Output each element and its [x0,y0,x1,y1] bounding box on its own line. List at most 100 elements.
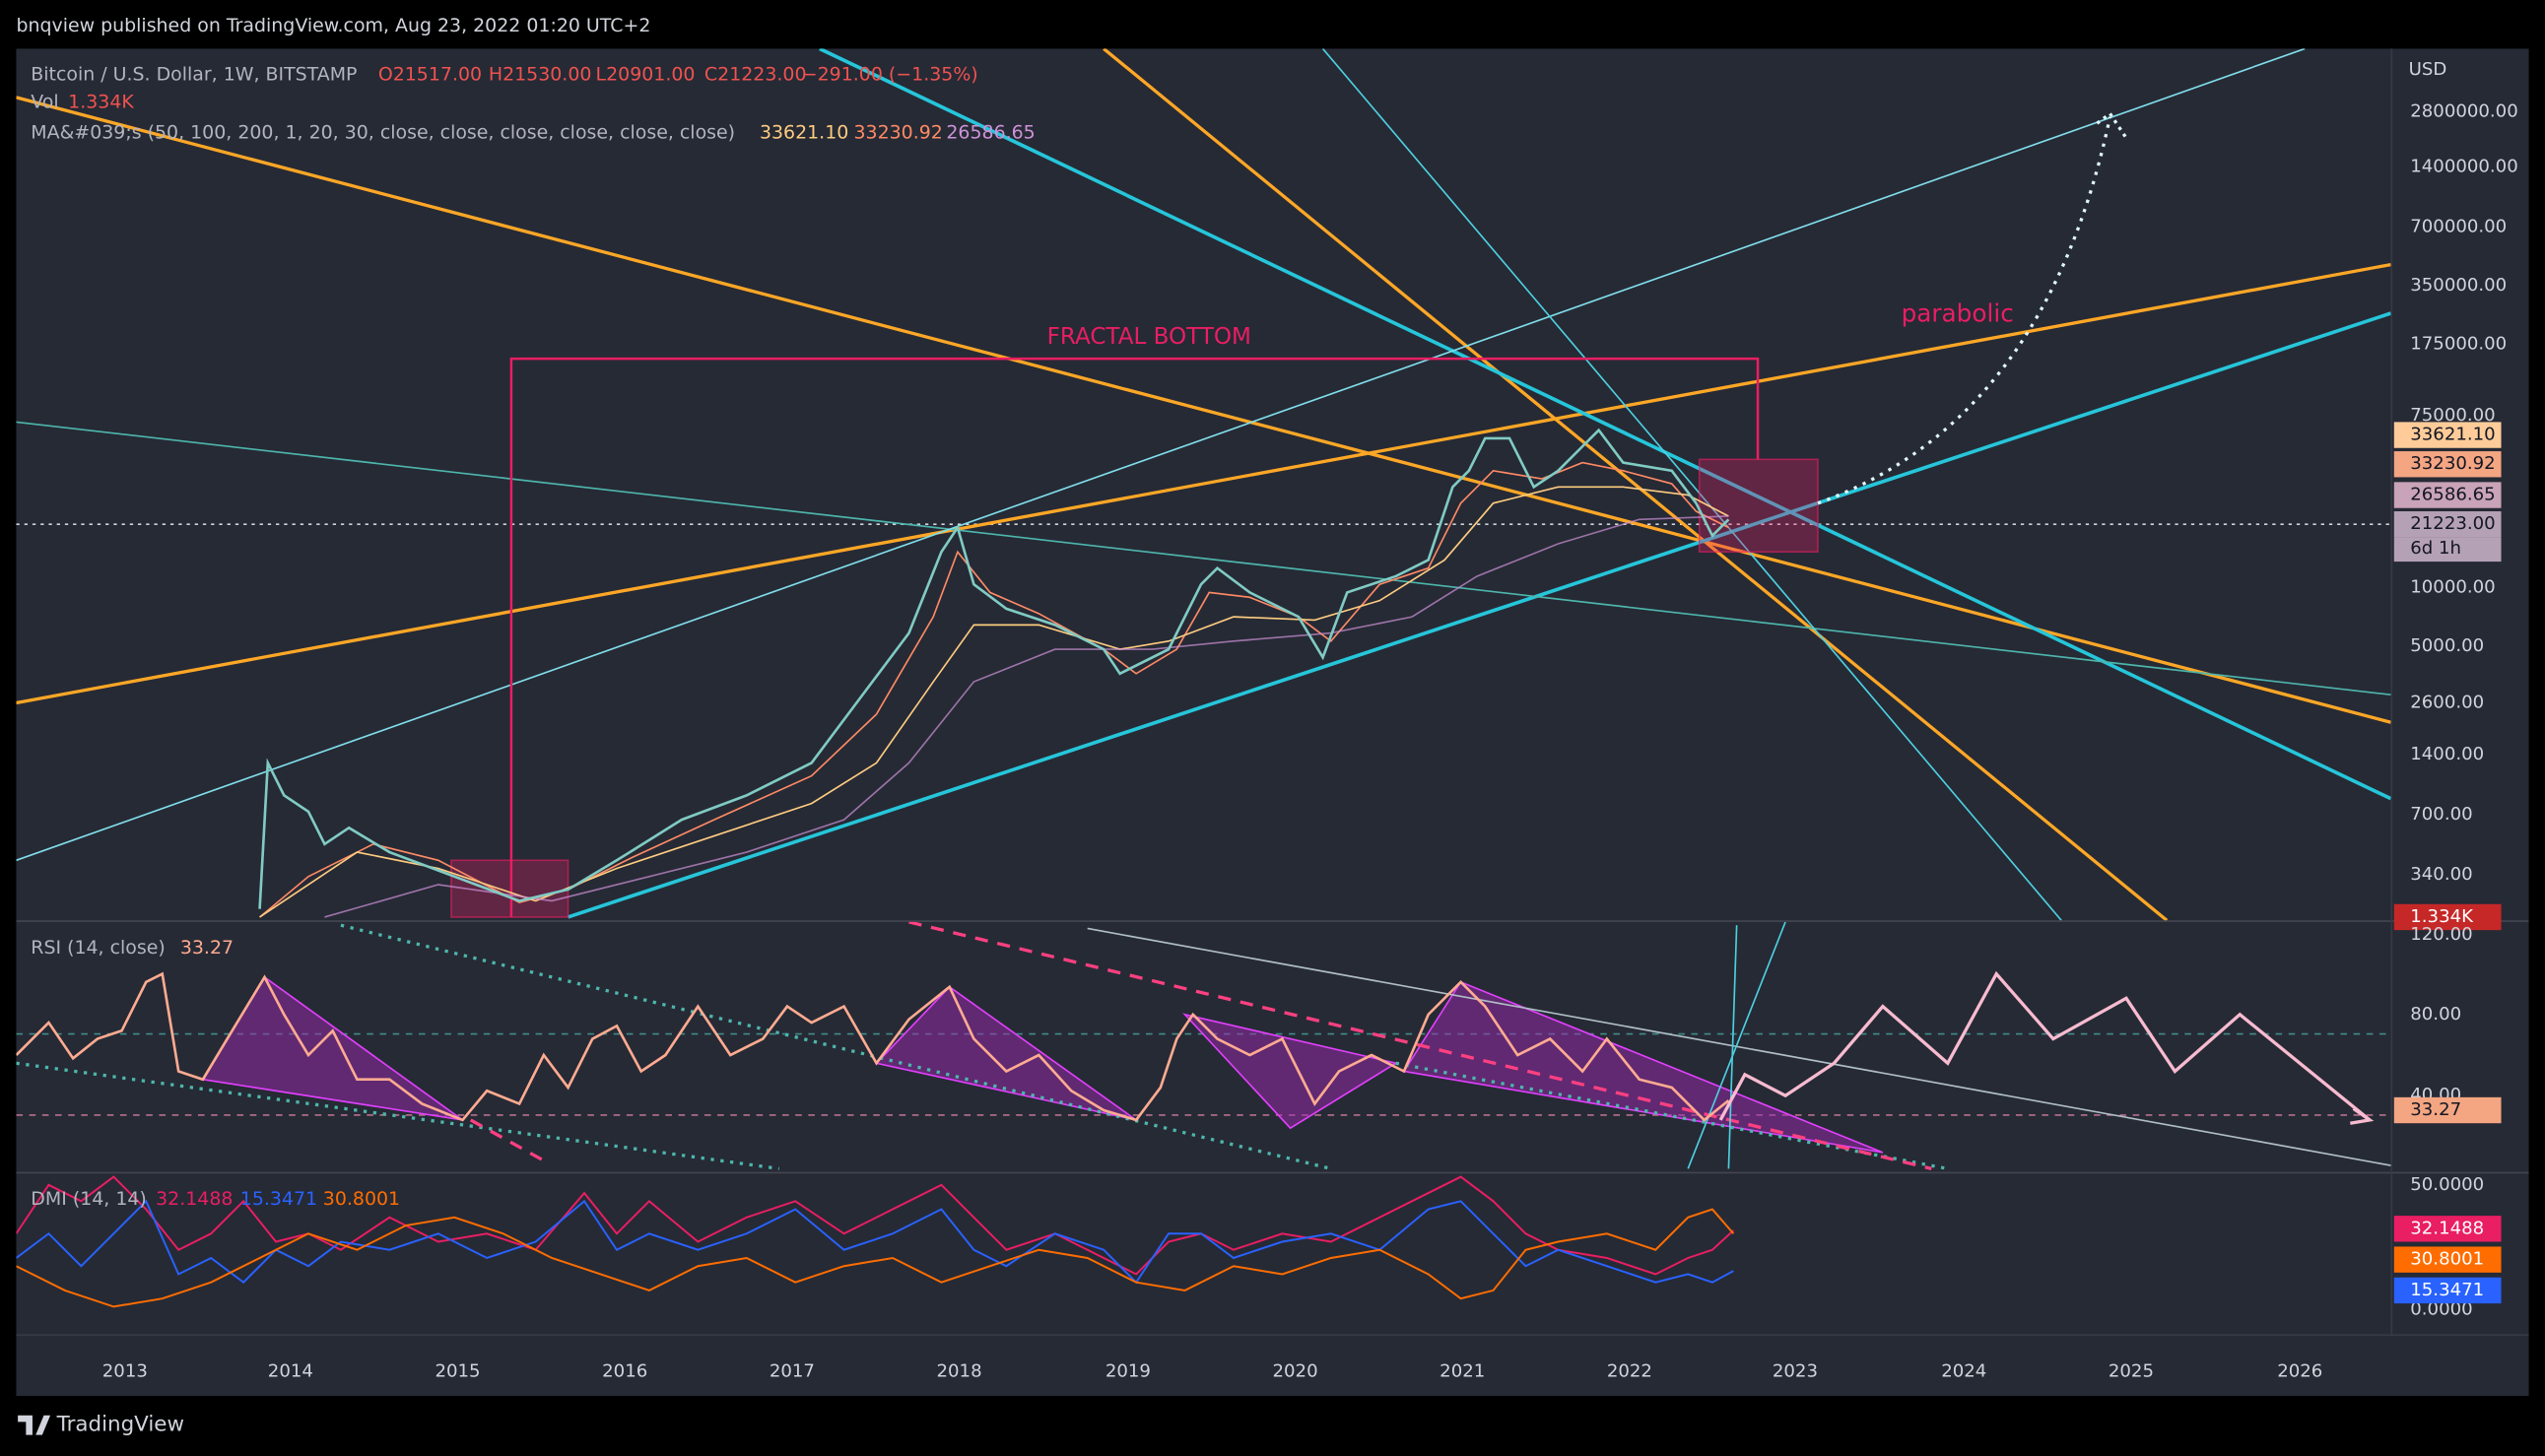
price-countdown: 6d 1h [2410,538,2461,559]
rsi-trend [1087,927,2391,1166]
price-label-bg [2393,451,2502,478]
moving-average [324,515,1729,918]
parabolic-projection [1817,116,2112,505]
ma-label: MA&#039;s (50, 100, 200, 1, 20, 30, clos… [31,122,735,144]
price-label: 26586.65 [2410,485,2495,505]
rsi-projection [1718,970,2372,1122]
trend-line [1321,48,2062,921]
price-label: 33621.10 [2410,425,2495,445]
rsi-value: 33.27 [180,937,234,959]
time-tick-label: 2014 [268,1360,313,1381]
rsi-tag: 33.27 [2410,1099,2461,1120]
time-tick-label: 2013 [102,1360,148,1381]
rsi-trend [469,1118,545,1162]
arrow-head [2096,110,2128,139]
time-tick-label: 2022 [1607,1360,1652,1381]
price-tick-label: 75000.00 [2410,405,2495,426]
dmi-value: 32.1488 [156,1188,233,1210]
trend-line [16,48,2306,862]
time-tick-label: 2024 [1941,1360,1986,1381]
close: C21223.00 [704,63,807,85]
price-series [258,428,1730,909]
axes: 2800000.00 1400000.00 700000.00 350000.00 17… [102,101,2518,1382]
parabolic-label: parabolic [1902,299,2014,328]
trend-line [16,96,2391,724]
publisher-line: bnqview published on TradingView.com, Au… [16,15,650,36]
time-tick-label: 2017 [770,1360,815,1381]
dmi-tag-bg [2393,1277,2502,1304]
rsi-trend [1727,925,1738,1169]
time-tick-label: 2019 [1105,1360,1151,1381]
price-label-bg [2393,422,2502,448]
time-tick-label: 2018 [937,1360,982,1381]
price-tick-label: 175000.00 [2410,333,2507,354]
time-tick-label: 2021 [1440,1360,1485,1381]
price-label-bg [2393,537,2502,563]
rsi-label: RSI (14, close) [31,937,165,959]
dmi-tag-bg [2393,1216,2502,1242]
dmi-tag: 32.1488 [2410,1218,2484,1238]
high: H21530.00 [489,63,592,85]
main-pane [16,48,2391,921]
price-tick-label: 2800000.00 [2410,101,2517,122]
price-tick-label: 700.00 [2410,804,2472,825]
dmi-label: DMI (14, 14) [31,1188,147,1210]
rsi-triangle [1402,980,1884,1154]
price-tick-label: 1400.00 [2410,744,2484,764]
price-label: 33230.92 [2410,453,2495,474]
price-tick-label: 340.00 [2410,864,2472,885]
time-tick-label: 2015 [435,1360,481,1381]
price-tick-label: 700000.00 [2410,217,2507,237]
change: −291.00 (−1.35%) [802,63,978,85]
trend-line [567,311,2391,919]
rsi-trend [908,921,1932,1170]
trend-line [819,48,2391,801]
chart-area [16,48,2529,1397]
price-tick-label: 1400000.00 [2410,157,2517,177]
fractal-label: FRACTAL BOTTOM [1047,324,1251,350]
dmi-tag-bg [2393,1246,2502,1273]
rsi-tick-label: 80.00 [2410,1004,2461,1025]
fractal-box [1698,458,1819,554]
volume-label: Vol [31,91,58,112]
volume-tag-bg [2393,903,2502,931]
price-tick-label: 350000.00 [2410,275,2507,296]
trend-line [16,262,2391,705]
price-tick-label: 10000.00 [2410,576,2495,597]
time-tick-label: 2020 [1273,1360,1318,1381]
rsi-pane [16,921,2391,1170]
price-label-bg [2393,482,2502,508]
time-tick-label: 2023 [1773,1360,1818,1381]
ma-value: 26586.65 [946,122,1035,144]
dmi-plus [16,1175,1735,1276]
ma-value: 33230.92 [853,122,942,144]
logo-mark [18,1415,51,1435]
dmi-adx [16,1208,1735,1308]
symbol: Bitcoin / U.S. Dollar, 1W, BITSTAMP [31,63,357,85]
dmi-value: 30.8001 [323,1188,400,1210]
rsi-triangle [874,985,1137,1121]
rsi-tag-bg [2393,1096,2502,1124]
dmi-tag: 30.8001 [2410,1249,2484,1270]
time-tick-label: 2026 [2277,1360,2322,1381]
dmi-minus [16,1199,1734,1285]
time-tick-label: 2025 [2109,1360,2154,1381]
dmi-tick-label: 0.0000 [2410,1299,2472,1320]
fractal-bracket [509,357,1760,917]
volume-value: 1.334K [68,91,134,112]
rsi-trend [1687,921,1786,1169]
open: O21517.00 [378,63,482,85]
footer-brand: TradingView [56,1413,184,1437]
price-tick-label: 2600.00 [2410,692,2484,712]
price-label: 21223.00 [2410,513,2495,534]
price-label-bg [2393,511,2502,538]
rsi-tick-label: 120.00 [2410,924,2472,945]
trend-line [16,421,2391,696]
rsi-trend [16,1061,779,1170]
rsi-line [16,971,1730,1122]
rsi-triangle [1182,1013,1398,1130]
currency-label: USD [2409,59,2447,80]
arrow-head [2350,1107,2375,1125]
